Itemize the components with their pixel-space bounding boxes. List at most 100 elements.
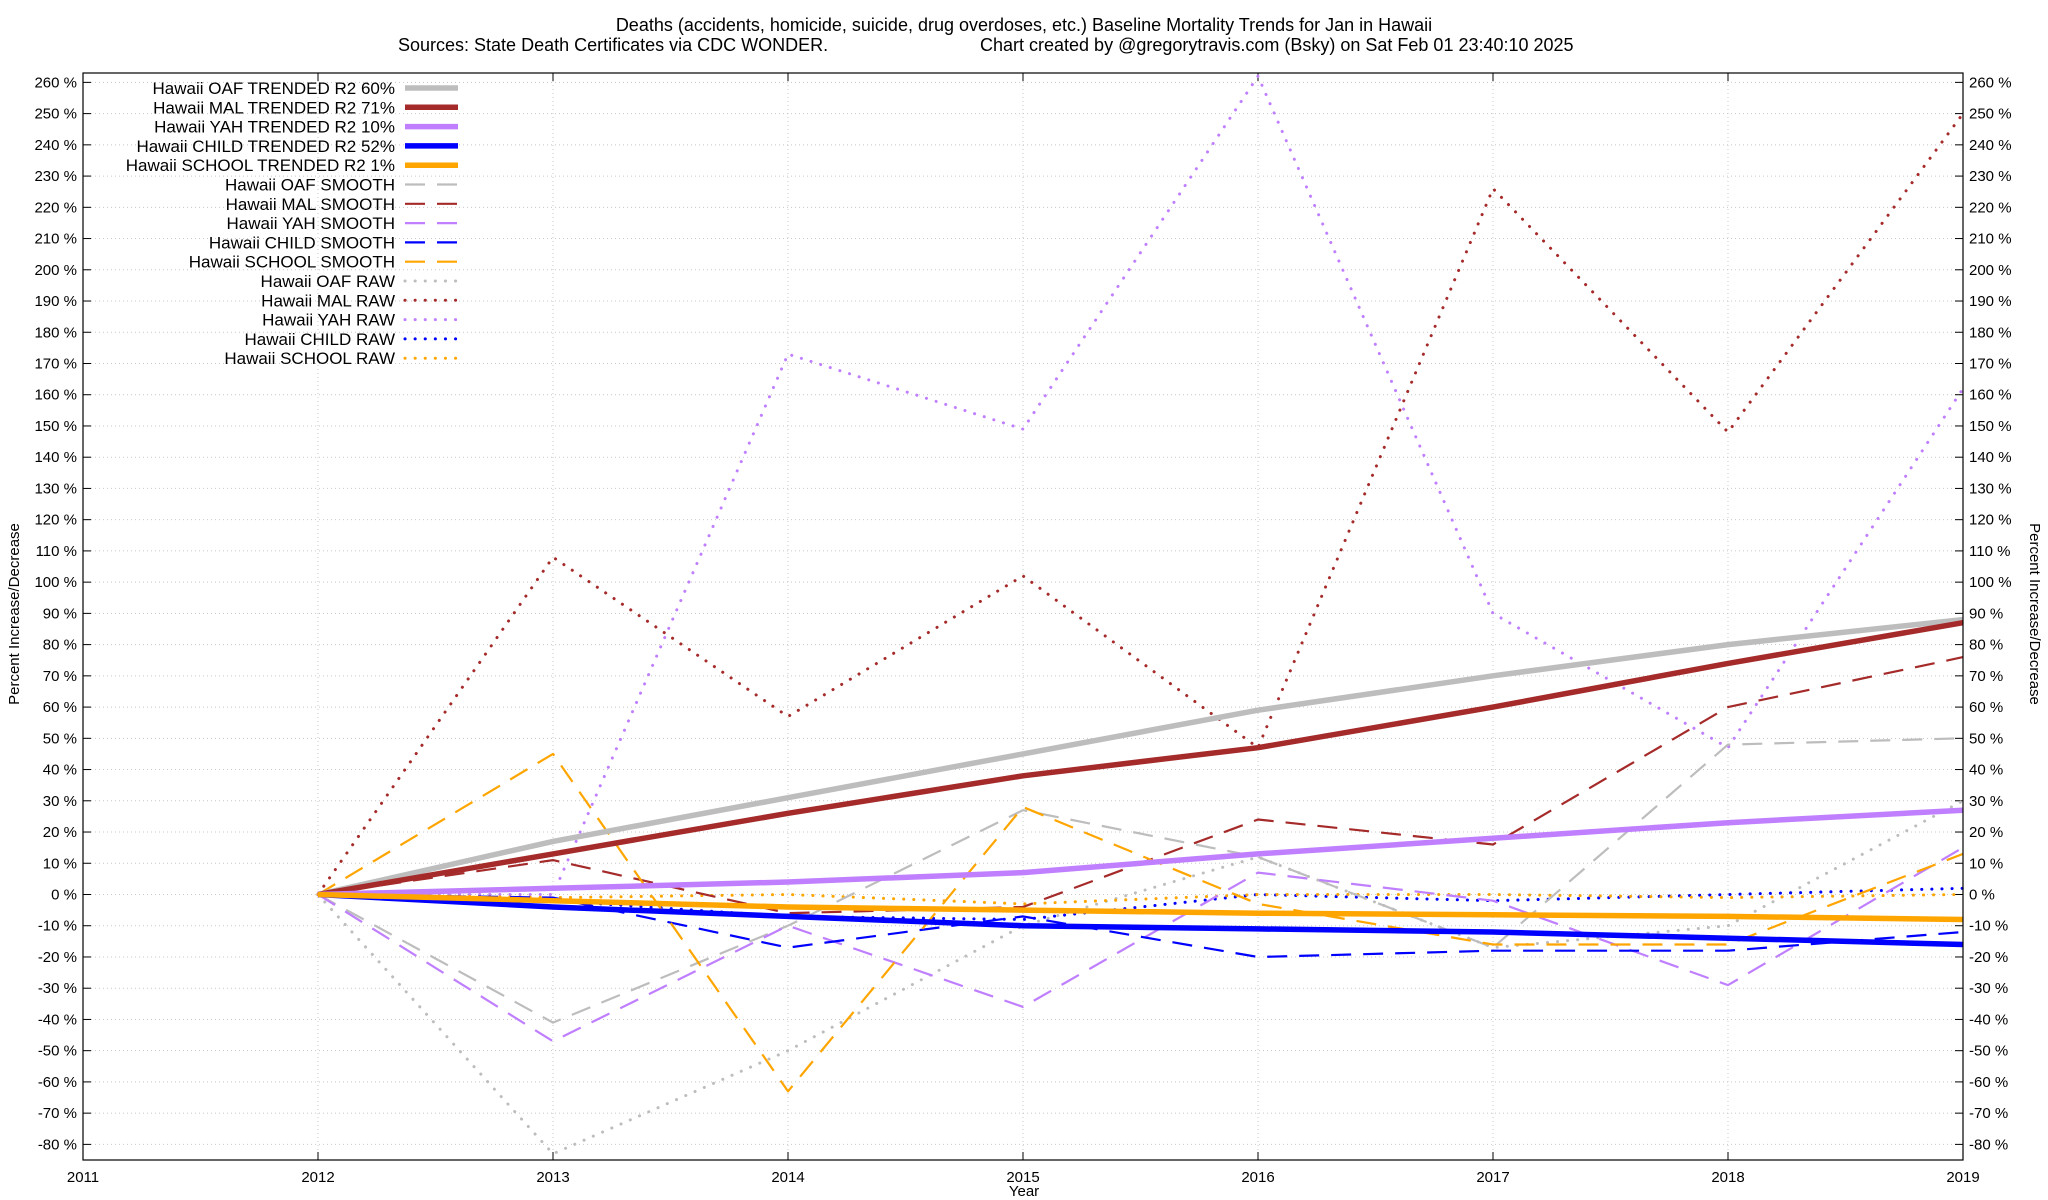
legend: Hawaii OAF TRENDED R2 60%Hawaii MAL TREN… xyxy=(126,79,460,368)
series-line-hawaii-oaf-smooth xyxy=(317,737,1964,1024)
legend-label: Hawaii MAL TRENDED R2 71% xyxy=(153,98,395,117)
y-tick-label: 120 % xyxy=(34,512,77,529)
y2-tick-label: 100 % xyxy=(1969,574,2012,591)
series-line-hawaii-mal-smooth xyxy=(317,656,1964,915)
legend-label: Hawaii CHILD SMOOTH xyxy=(209,233,395,252)
legend-label: Hawaii SCHOOL TRENDED R2 1% xyxy=(126,156,395,175)
y2-tick-label: 20 % xyxy=(1969,824,2003,841)
y-tick-label: 80 % xyxy=(43,637,77,654)
y-tick-label: 100 % xyxy=(34,574,77,591)
y-tick-label: 110 % xyxy=(36,543,77,560)
series-line-hawaii-school-trended-r2-1 xyxy=(317,891,1964,923)
y2-tick-label: 260 % xyxy=(1969,74,2012,91)
y-tick-label: 10 % xyxy=(43,855,77,872)
y2-tick-label: 190 % xyxy=(1969,293,2012,310)
x-tick-label: 2015 xyxy=(1006,1169,1039,1186)
y-tick-label: 170 % xyxy=(34,355,77,372)
y-tick-label: 30 % xyxy=(43,793,77,810)
y-tick-label: 190 % xyxy=(34,293,77,310)
y2-tick-label: 70 % xyxy=(1969,668,2003,685)
y-tick-label: -10 % xyxy=(38,918,77,935)
y2-tick-label: 30 % xyxy=(1969,793,2003,810)
series-line-hawaii-mal-raw xyxy=(316,112,1965,896)
x-tick-label: 2013 xyxy=(536,1169,569,1186)
legend-label: Hawaii YAH TRENDED R2 10% xyxy=(154,118,395,137)
y2-tick-label: 210 % xyxy=(1969,231,2012,248)
x-tick-label: 2018 xyxy=(1711,1169,1744,1186)
y-tick-label: 150 % xyxy=(34,418,77,435)
y-tick-label: -40 % xyxy=(38,1011,77,1028)
y-tick-label: 130 % xyxy=(34,480,77,497)
y-tick-label: 240 % xyxy=(34,137,77,154)
x-tick-label: 2017 xyxy=(1476,1169,1509,1186)
series-line-hawaii-mal-trended-r2-71 xyxy=(317,619,1964,898)
y-tick-label: 20 % xyxy=(43,824,77,841)
y2-tick-label: 10 % xyxy=(1969,855,2003,872)
y2-tick-label: 110 % xyxy=(1969,543,2010,560)
y-tick-label: -30 % xyxy=(38,980,77,997)
legend-label: Hawaii OAF SMOOTH xyxy=(225,176,395,195)
y-tick-label: 0 % xyxy=(51,886,77,903)
series-line-hawaii-school-raw xyxy=(316,893,1965,906)
y-tick-label: 70 % xyxy=(43,668,77,685)
y2-tick-label: 120 % xyxy=(1969,512,2012,529)
chart-subtitle-credit: Chart created by @gregorytravis.com (Bsk… xyxy=(980,35,1574,55)
y2-tick-label: -10 % xyxy=(1969,918,2008,935)
y-tick-label: 180 % xyxy=(34,324,77,341)
y2-axis-label: Percent Increase/Decrease xyxy=(2026,523,2043,705)
legend-label: Hawaii MAL RAW xyxy=(261,291,395,310)
y-tick-label: 200 % xyxy=(34,262,77,279)
series-line-hawaii-oaf-trended-r2-60 xyxy=(317,616,1964,898)
plot-frame xyxy=(82,72,1964,1161)
y-tick-label: 60 % xyxy=(43,699,77,716)
y-tick-label: -80 % xyxy=(38,1136,77,1153)
legend-label: Hawaii MAL SMOOTH xyxy=(226,195,395,214)
x-tick-label: 2011 xyxy=(67,1169,99,1186)
series-line-hawaii-yah-raw xyxy=(316,74,1965,896)
series-lines xyxy=(316,74,1965,1156)
y2-tick-label: 40 % xyxy=(1969,762,2003,779)
legend-label: Hawaii CHILD RAW xyxy=(244,330,395,349)
y2-tick-label: -50 % xyxy=(1969,1043,2008,1060)
legend-label: Hawaii OAF TRENDED R2 60% xyxy=(153,79,395,98)
y2-tick-label: 140 % xyxy=(1969,449,2012,466)
x-tick-label: 2012 xyxy=(301,1169,334,1186)
y-tick-label: -60 % xyxy=(38,1074,77,1091)
y2-tick-label: 220 % xyxy=(1969,199,2012,216)
series-line-hawaii-school-smooth xyxy=(317,752,1964,1093)
legend-label: Hawaii OAF RAW xyxy=(261,272,395,291)
y-tick-label: 50 % xyxy=(43,730,77,747)
chart-subtitle-sources: Sources: State Death Certificates via CD… xyxy=(398,35,828,55)
y-tick-label: 220 % xyxy=(34,199,77,216)
series-line-hawaii-child-raw xyxy=(316,886,1965,921)
y2-tick-label: 240 % xyxy=(1969,137,2012,154)
x-tick-label: 2019 xyxy=(1946,1169,1979,1186)
legend-label: Hawaii SCHOOL RAW xyxy=(224,349,395,368)
y2-tick-label: 180 % xyxy=(1969,324,2012,341)
y2-tick-label: 160 % xyxy=(1969,387,2012,404)
grid xyxy=(82,73,1964,1160)
y2-tick-label: -40 % xyxy=(1969,1011,2008,1028)
y-tick-label: 90 % xyxy=(43,605,77,622)
y2-tick-label: 0 % xyxy=(1969,886,1995,903)
legend-label: Hawaii YAH SMOOTH xyxy=(227,214,395,233)
y-tick-label: 40 % xyxy=(43,762,77,779)
series-line-hawaii-child-trended-r2-52 xyxy=(317,891,1964,948)
y2-tick-label: 50 % xyxy=(1969,730,2003,747)
y-tick-label: 260 % xyxy=(34,74,77,91)
y-tick-label: 140 % xyxy=(34,449,77,466)
axes: 260 % 260 % 250 % 250 % 240 % 240 % 230 % 230 %… xyxy=(34,73,2012,1186)
y2-tick-label: -80 % xyxy=(1969,1136,2008,1153)
y2-tick-label: 170 % xyxy=(1969,355,2012,372)
chart-title: Deaths (accidents, homicide, suicide, dr… xyxy=(616,15,1432,35)
y2-tick-label: 80 % xyxy=(1969,637,2003,654)
x-tick-label: 2014 xyxy=(771,1169,804,1186)
y2-tick-label: 90 % xyxy=(1969,605,2003,622)
y2-tick-label: 150 % xyxy=(1969,418,2012,435)
legend-label: Hawaii CHILD TRENDED R2 52% xyxy=(136,137,395,156)
y-tick-label: 250 % xyxy=(34,106,77,123)
y2-tick-label: -30 % xyxy=(1969,980,2008,997)
y-tick-label: -70 % xyxy=(38,1105,77,1122)
y2-tick-label: 200 % xyxy=(1969,262,2012,279)
